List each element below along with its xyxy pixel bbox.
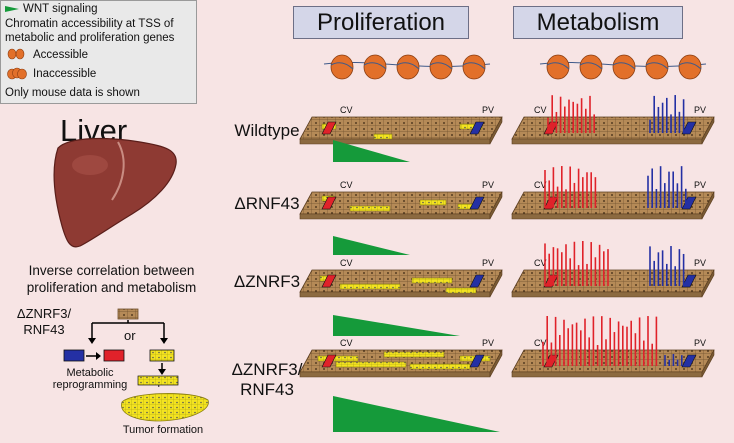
metabolism-header: Metabolism [513, 6, 683, 39]
pv-label: PV [694, 338, 706, 348]
legend-note: Only mouse data is shown [5, 87, 140, 99]
cv-label: CV [534, 258, 547, 268]
cv-label: CV [340, 105, 353, 115]
wnt-gradient-wedge [333, 140, 410, 162]
proliferating-cell-block [149, 349, 175, 362]
nucleosome-icon [363, 54, 387, 80]
metabolic-reprogramming-label: Metabolic reprogramming [50, 367, 130, 391]
pv-vessel [469, 354, 485, 368]
mutation-label: ΔZNRF3/ RNF43 [12, 306, 76, 338]
pv-label: PV [694, 180, 706, 190]
nucleosome-icon [546, 54, 570, 80]
pv-label: PV [694, 105, 706, 115]
wnt-arrow-icon [5, 5, 19, 12]
inaccessible-nucleosome-icon [7, 67, 27, 80]
nucleosome-icon [429, 54, 453, 80]
legend-wnt-label: WNT signaling [23, 3, 98, 15]
row-label-znrf3-text: ΔZNRF3 [233, 272, 301, 291]
cv-label: CV [534, 105, 547, 115]
row-label-znrf3: ΔZNRF3 [222, 272, 312, 292]
liver-organ-icon [53, 137, 177, 248]
pv-label: PV [482, 258, 494, 268]
proliferating-cells [411, 277, 453, 284]
legend-wnt-row: WNT signaling [5, 3, 98, 15]
cv-label: CV [340, 258, 353, 268]
pv-label: PV [482, 180, 494, 190]
proliferating-cells [409, 363, 471, 370]
pv-vessel [469, 121, 485, 135]
cv-vessel [321, 274, 337, 288]
legend-box: WNT signaling Chromatin accessibility at… [0, 0, 197, 104]
legend-inaccessible-label: Inaccessible [33, 68, 97, 80]
wnt-gradient-wedge [333, 315, 460, 336]
pv-label: PV [482, 338, 494, 348]
tumor-formation-label: Tumor formation [122, 424, 204, 436]
legend-accessible-label: Accessible [33, 49, 88, 61]
cv-vessel [543, 196, 559, 210]
mutation-line2: RNF43 [23, 322, 65, 337]
nucleosome-icon [645, 54, 669, 80]
proliferating-cells [349, 205, 391, 212]
pv-label: PV [694, 258, 706, 268]
legend-line1: Chromatin accessibility at TSS of [5, 18, 174, 30]
tumor-mass [121, 393, 209, 422]
metabolism-tissue-panel [511, 349, 715, 378]
correlation-line2: proliferation and metabolism [26, 280, 197, 295]
cv-vessel [543, 274, 559, 288]
cv-vessel [321, 196, 337, 210]
pv-label: PV [482, 105, 494, 115]
proliferating-cells [445, 287, 477, 294]
proliferation-header: Proliferation [293, 6, 469, 39]
cv-label: CV [340, 338, 353, 348]
nucleosome-icon [678, 54, 702, 80]
metabolism-nucleosomes [539, 54, 707, 80]
row-label-wildtype-text: Wildtype [234, 121, 300, 140]
proliferating-cells [383, 351, 445, 358]
pv-vessel [469, 274, 485, 288]
proliferating-cells [317, 355, 359, 362]
metabolism-tissue-panel [511, 116, 715, 145]
correlation-line1: Inverse correlation between [28, 263, 195, 278]
row-label-rnf43: ΔRNF43 [222, 194, 312, 214]
cv-label: CV [534, 338, 547, 348]
nucleosome-icon [396, 54, 420, 80]
mutation-line1: ΔZNRF3/ [16, 306, 72, 321]
row-label-double: ΔZNRF3/RNF43 [222, 360, 312, 400]
accessible-nucleosome-icon [7, 48, 25, 60]
nucleosome-icon [462, 54, 486, 80]
proliferating-cells [335, 361, 407, 368]
or-text: or [124, 328, 136, 343]
pv-vessel [469, 196, 485, 210]
proliferation-nucleosomes [323, 54, 491, 80]
proliferation-tissue-panel [299, 116, 503, 145]
metabolic-line2: reprogramming [52, 379, 128, 391]
cv-vessel [321, 354, 337, 368]
proliferating-cells [373, 133, 393, 140]
proliferating-cells [339, 283, 401, 290]
correlation-text: Inverse correlation between proliferatio… [0, 262, 223, 296]
row-label-rnf43-text: ΔRNF43 [234, 194, 300, 213]
cv-label: CV [340, 180, 353, 190]
wnt-gradient-wedge [333, 236, 410, 255]
nucleosome-icon [579, 54, 603, 80]
reprogramming-diagram [63, 308, 209, 422]
legend-line2: metabolic and proliferation genes [5, 32, 175, 44]
row-label-double-text2: RNF43 [240, 380, 294, 399]
pv-cell-block [63, 349, 85, 362]
cv-cell-block [103, 349, 125, 362]
proliferating-cells [419, 199, 447, 206]
row-label-double-text1: ΔZNRF3/ [231, 360, 303, 379]
metabolic-line1: Metabolic [66, 367, 114, 379]
wnt-gradient-wedge [333, 396, 500, 432]
nucleosome-icon [612, 54, 636, 80]
pv-vessel [681, 354, 697, 368]
cv-label: CV [534, 180, 547, 190]
nucleosome-icon [330, 54, 354, 80]
cv-vessel [321, 121, 337, 135]
row-label-wildtype: Wildtype [222, 121, 312, 141]
normal-cell-block [117, 308, 139, 320]
